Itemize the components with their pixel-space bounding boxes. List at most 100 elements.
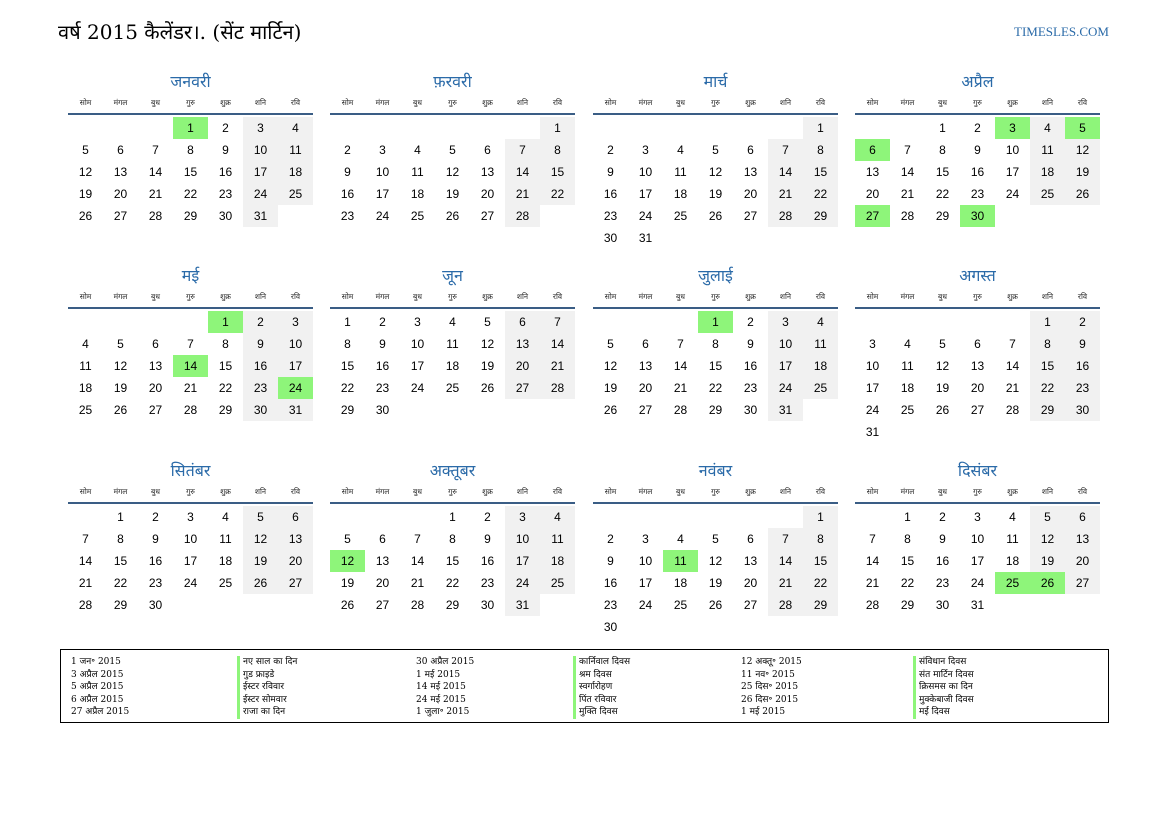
month-name: मार्च bbox=[703, 72, 728, 91]
day-cell: 13 bbox=[480, 165, 495, 179]
weekday-header: सोम मंगल बुध गुरु शुक्र शनि रवि bbox=[593, 483, 838, 501]
day-cell: 14 bbox=[78, 554, 93, 568]
day-cell: 14 bbox=[148, 165, 163, 179]
day-cell: 28 bbox=[540, 377, 575, 399]
day-cell: 13 bbox=[148, 359, 163, 373]
holiday-name: मुक्ति दिवस bbox=[573, 706, 630, 719]
header-rule bbox=[68, 113, 313, 115]
day-cell: 25 bbox=[78, 403, 93, 417]
empty-cell bbox=[698, 506, 733, 528]
day-cell: 17 bbox=[410, 359, 425, 373]
empty-cell bbox=[628, 311, 663, 333]
day-cell: 24 bbox=[638, 598, 653, 612]
day-cell: 29 bbox=[340, 403, 355, 417]
day-cell: 29 bbox=[935, 209, 950, 223]
weekday-label: शुक्र bbox=[1007, 292, 1018, 301]
holiday-day-cell: 27 bbox=[855, 205, 890, 227]
day-cell: 15 bbox=[900, 554, 915, 568]
day-cell: 11 bbox=[411, 165, 424, 179]
day-cell: 26 bbox=[603, 403, 618, 417]
day-cell: 23 bbox=[375, 381, 390, 395]
day-cell: 26 bbox=[243, 572, 278, 594]
day-cell: 23 bbox=[603, 598, 618, 612]
day-cell: 21 bbox=[505, 183, 540, 205]
day-cell: 8 bbox=[222, 337, 229, 351]
day-cell: 31 bbox=[970, 598, 985, 612]
day-cell: 16 bbox=[935, 554, 950, 568]
day-cell: 26 bbox=[1065, 183, 1100, 205]
weekday-label: शुक्र bbox=[745, 98, 756, 107]
holiday-day-cell: 1 bbox=[208, 311, 243, 333]
month-block: नवंबर सोम मंगल बुध गुरु शुक्र शनि रवि 1 2 3 4 5 6 7 8 9 1… bbox=[593, 459, 838, 638]
month-name: जून bbox=[442, 266, 463, 285]
weekday-label: शुक्र bbox=[482, 487, 493, 496]
day-cell: 26 bbox=[340, 598, 355, 612]
day-cell: 24 bbox=[183, 576, 198, 590]
brand-link[interactable]: TIMESLES.COM bbox=[1014, 24, 1109, 39]
day-cell: 26 bbox=[113, 403, 128, 417]
header-rule bbox=[330, 113, 575, 115]
day-cell: 26 bbox=[935, 403, 950, 417]
empty-cell bbox=[400, 506, 435, 528]
day-cell: 7 bbox=[768, 528, 803, 550]
day-cell: 17 bbox=[768, 355, 803, 377]
day-cell: 10 bbox=[278, 333, 313, 355]
day-cell: 16 bbox=[375, 359, 390, 373]
day-cell: 12 bbox=[480, 337, 495, 351]
holiday-date: 26 दिस॰ 2015 bbox=[741, 694, 799, 705]
day-cell: 4 bbox=[803, 311, 838, 333]
empty-cell bbox=[593, 506, 628, 528]
holiday-name: क्रिसमस का दिन bbox=[913, 681, 974, 694]
day-cell: 19 bbox=[480, 359, 495, 373]
days-grid: 1 2 3 4 5 6 7 8 9 10 11 12 13 14 15 16 17 18 19 20 21 22 23 24 2… bbox=[855, 117, 1100, 227]
empty-cell bbox=[768, 506, 803, 528]
day-cell: 10 bbox=[1005, 143, 1020, 157]
days-grid: 1 2 3 4 5 6 7 8 9 10 11 12 13 14 15 16 17 18 19 20 21 22 23 24 2… bbox=[330, 117, 575, 227]
day-cell: 16 bbox=[603, 187, 618, 201]
day-cell: 14 bbox=[673, 359, 688, 373]
day-cell: 18 bbox=[78, 381, 93, 395]
weekday-label: शनि bbox=[254, 98, 267, 107]
day-cell: 2 bbox=[607, 143, 614, 157]
weekday-label: शुक्र bbox=[745, 292, 756, 301]
day-cell: 28 bbox=[768, 205, 803, 227]
day-cell: 8 bbox=[540, 139, 575, 161]
day-cell: 22 bbox=[708, 381, 723, 395]
day-cell: 9 bbox=[484, 532, 491, 546]
day-cell: 28 bbox=[410, 598, 425, 612]
days-grid: 1 2 3 4 5 6 7 8 9 10 11 12 13 14 15 16 17 18 19 20 21 22 23 24 2… bbox=[330, 311, 575, 421]
days-grid: 1 2 3 4 5 6 7 8 9 10 11 12 13 14 15 16 17 18 19 20 21 22 23 24 2… bbox=[855, 506, 1100, 616]
day-cell: 19 bbox=[603, 381, 618, 395]
month-block: अक्तूबर सोम मंगल बुध गुरु शुक्र शनि रवि 1 2 3 4 5 6 7 8… bbox=[330, 459, 575, 616]
holiday-date: 11 नव॰ 2015 bbox=[741, 669, 795, 680]
holiday-name: गुड फ्राइडे bbox=[237, 668, 297, 681]
holiday-name: पिंत रविवार bbox=[573, 693, 630, 706]
weekday-label: गुरु bbox=[711, 487, 720, 496]
day-cell: 29 bbox=[708, 403, 723, 417]
day-cell: 23 bbox=[480, 576, 495, 590]
day-cell: 30 bbox=[243, 399, 278, 421]
weekday-label: शुक्र bbox=[220, 292, 231, 301]
holiday-name: श्रम दिवस bbox=[573, 668, 630, 681]
day-cell: 2 bbox=[939, 510, 946, 524]
day-cell: 3 bbox=[768, 311, 803, 333]
day-cell: 19 bbox=[445, 187, 460, 201]
days-grid: 1 2 3 4 5 6 7 8 9 10 11 12 13 14 15 16 17 18 19 20 21 22 23 24 2… bbox=[330, 506, 575, 616]
day-cell: 22 bbox=[183, 187, 198, 201]
day-cell: 30 bbox=[480, 598, 495, 612]
day-cell: 27 bbox=[375, 598, 390, 612]
header-rule bbox=[855, 307, 1100, 309]
day-cell: 4 bbox=[677, 143, 684, 157]
weekday-label: शनि bbox=[1041, 487, 1054, 496]
day-cell: 6 bbox=[505, 311, 540, 333]
day-cell: 11 bbox=[674, 165, 687, 179]
weekday-label: बुध bbox=[676, 98, 685, 107]
day-cell: 28 bbox=[148, 209, 163, 223]
day-cell: 30 bbox=[218, 209, 233, 223]
weekday-label: गुरु bbox=[973, 98, 982, 107]
day-cell: 1 bbox=[939, 121, 946, 135]
day-cell: 21 bbox=[1005, 381, 1020, 395]
day-cell: 4 bbox=[540, 506, 575, 528]
empty-cell bbox=[855, 311, 890, 333]
day-cell: 28 bbox=[78, 598, 93, 612]
